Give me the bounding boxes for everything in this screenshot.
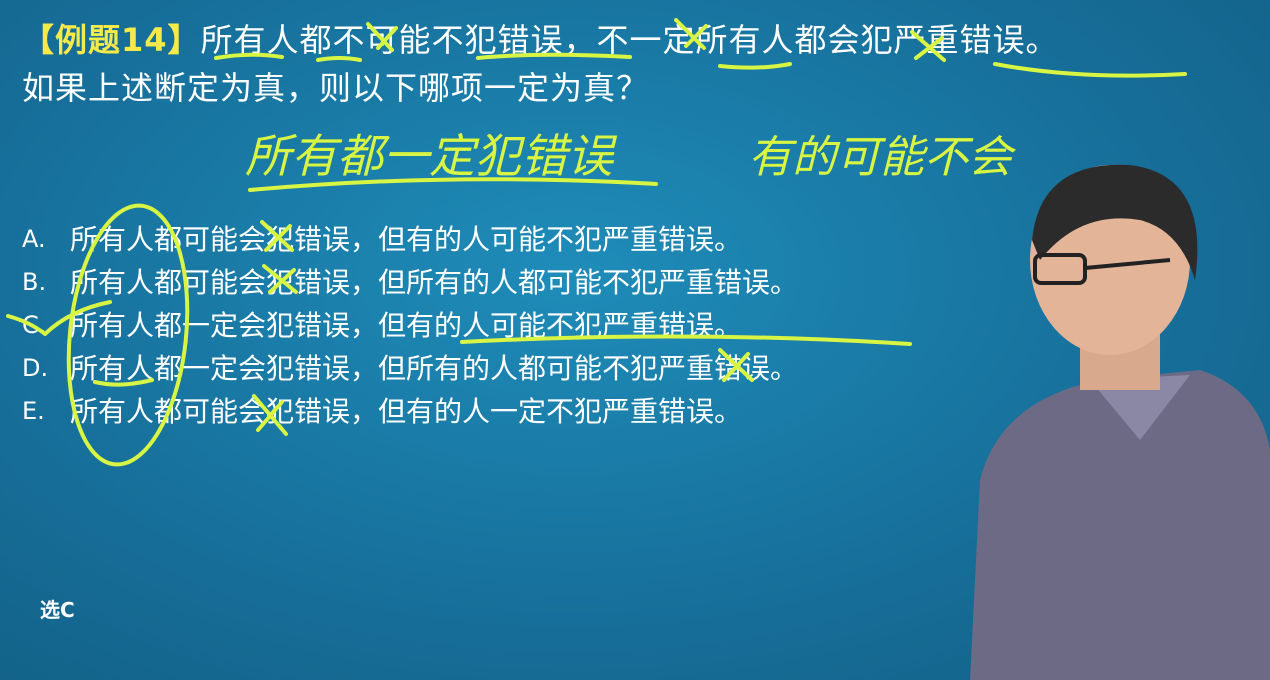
option-a[interactable]: A. 所有人都可能会犯错误，但有的人可能不犯严重错误。 bbox=[22, 218, 798, 261]
underline-mark bbox=[718, 62, 792, 70]
answer-label: 选C bbox=[40, 598, 75, 622]
question-tag: 【例题14】 bbox=[22, 21, 201, 59]
underline-mark bbox=[993, 62, 1187, 78]
option-letter: B. bbox=[22, 268, 47, 296]
option-text: 所有人都可能会犯错误，但有的人可能不犯严重错误。 bbox=[70, 223, 743, 256]
option-text: 所有人都一定会犯错误，但有的人可能不犯严重错误。 bbox=[70, 309, 743, 342]
option-letter: E. bbox=[22, 397, 45, 425]
question-line: 【例题14】所有人都不可能不犯错误，不一定所有人都会犯严重错误。 bbox=[22, 20, 1059, 60]
options-list: A. 所有人都可能会犯错误，但有的人可能不犯严重错误。 B. 所有人都可能会犯错… bbox=[22, 218, 798, 433]
option-letter: A. bbox=[22, 225, 46, 253]
question-statement: 所有人都不可能不犯错误，不一定所有人都会犯严重错误。 bbox=[200, 21, 1059, 59]
presenter-image bbox=[970, 164, 1270, 680]
option-d[interactable]: D. 所有人都一定会犯错误，但所有的人都可能不犯严重错误。 bbox=[22, 347, 798, 390]
option-letter: D. bbox=[22, 354, 49, 382]
option-text: 所有人都可能会犯错误，但所有的人都可能不犯严重错误。 bbox=[70, 266, 799, 299]
question-prompt: 如果上述断定为真，则以下哪项一定为真？ bbox=[22, 69, 650, 107]
option-text: 所有人都可能会犯错误，但有的人一定不犯严重错误。 bbox=[70, 395, 743, 428]
underline-mark bbox=[248, 177, 658, 192]
option-e[interactable]: E. 所有人都可能会犯错误，但有的人一定不犯严重错误。 bbox=[22, 390, 798, 433]
option-letter: C. bbox=[22, 311, 47, 339]
option-text: 所有人都一定会犯错误，但所有的人都可能不犯严重错误。 bbox=[70, 352, 799, 385]
option-c[interactable]: C. 所有人都一定会犯错误，但有的人可能不犯严重错误。 bbox=[22, 304, 798, 347]
option-b[interactable]: B. 所有人都可能会犯错误，但所有的人都可能不犯严重错误。 bbox=[22, 261, 798, 304]
handwritten-note: 所有都一定犯错误 bbox=[245, 129, 618, 183]
